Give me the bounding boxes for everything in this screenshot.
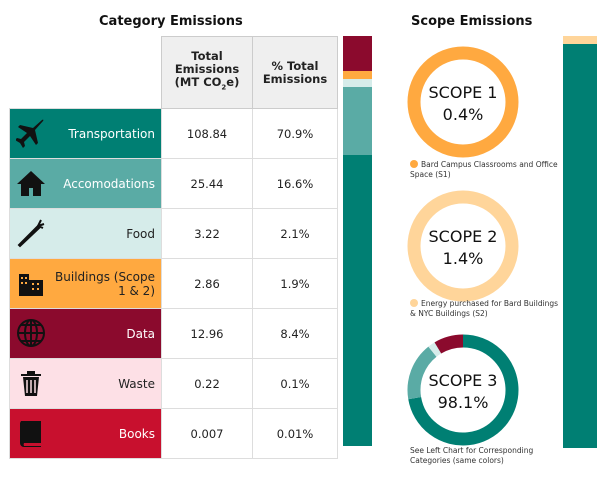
category-table: Total Emissions (MT CO2e) % Total Emissio… (9, 36, 338, 459)
scope-bar-segment (563, 36, 597, 44)
emissions-pct: 70.9% (252, 108, 338, 159)
carrot-icon (17, 219, 45, 248)
house-icon (17, 171, 45, 196)
table-row: Accomodations 25.44 16.6% (9, 158, 338, 209)
emissions-pct: 0.01% (252, 408, 338, 459)
header-pct-emissions: % Total Emissions (252, 36, 338, 109)
header-total-emissions: Total Emissions (MT CO2e) (161, 36, 253, 109)
bar-segment-transportation (343, 155, 372, 446)
category-cell: Food (9, 208, 162, 259)
category-label: Transportation (68, 126, 155, 141)
category-emissions-title: Category Emissions (99, 14, 243, 29)
category-label: Waste (118, 376, 155, 391)
category-label: Data (126, 326, 155, 341)
bar-segment-accomodations (343, 87, 372, 156)
category-cell: Books (9, 408, 162, 459)
scope-1-donut: SCOPE 1 0.4% (407, 46, 519, 158)
table-row: Buildings (Scope 1 & 2) 2.86 1.9% (9, 258, 338, 309)
category-cell: Transportation (9, 108, 162, 159)
table-row: Books 0.007 0.01% (9, 408, 338, 459)
donut-slice-accomodations (407, 346, 437, 400)
table-row: Food 3.22 2.1% (9, 208, 338, 259)
emissions-value: 108.84 (161, 108, 253, 159)
scope-2-donut: SCOPE 2 1.4% (407, 190, 519, 302)
bar-segment-buildings (343, 70, 372, 79)
scope-bar-segment (563, 43, 597, 448)
emissions-value: 25.44 (161, 158, 253, 209)
category-cell: Data (9, 308, 162, 359)
emissions-value: 0.007 (161, 408, 253, 459)
building-icon (19, 274, 43, 296)
scope-3-donut: SCOPE 3 98.1% (407, 334, 519, 446)
table-row: Waste 0.22 0.1% (9, 358, 338, 409)
category-cell: Waste (9, 358, 162, 409)
category-label: Buildings (Scope 1 & 2) (55, 269, 155, 298)
emissions-pct: 1.9% (252, 258, 338, 309)
trash-icon (21, 371, 41, 396)
legend-dot (410, 299, 418, 307)
table-row: Data 12.96 8.4% (9, 308, 338, 359)
donut-slice-food (428, 342, 442, 357)
emissions-value: 2.86 (161, 258, 253, 309)
legend-dot (410, 160, 418, 168)
emissions-value: 12.96 (161, 308, 253, 359)
airplane-icon (16, 119, 44, 148)
bar-segment-data (343, 36, 372, 71)
category-label: Accomodations (63, 176, 155, 191)
category-label: Books (118, 426, 155, 441)
scope-1-note: Bard Campus Classrooms and Office Space … (410, 160, 558, 179)
emissions-value: 0.22 (161, 358, 253, 409)
scope-label: SCOPE 1 0.4% (428, 83, 498, 124)
category-stacked-bar (343, 36, 372, 446)
scope-2-note: Energy purchased for Bard Buildings & NY… (410, 299, 559, 318)
donut-slice-data (434, 334, 464, 354)
globe-icon (17, 319, 45, 347)
bar-segment-food (343, 78, 372, 88)
scope-3-note: See Left Chart for Corresponding Categor… (410, 446, 534, 465)
scope-emissions-title: Scope Emissions (411, 14, 533, 29)
table-row: Transportation 108.84 70.9% (9, 108, 338, 159)
scope-label: SCOPE 3 98.1% (428, 371, 498, 412)
category-cell: Buildings (Scope 1 & 2) (9, 258, 162, 309)
emissions-pct: 0.1% (252, 358, 338, 409)
donut-ring (407, 46, 519, 158)
emissions-pct: 8.4% (252, 308, 338, 359)
scope-stacked-bar (563, 36, 597, 448)
emissions-pct: 2.1% (252, 208, 338, 259)
donut-ring (407, 190, 519, 302)
scope-label: SCOPE 2 1.4% (428, 227, 498, 268)
emissions-value: 3.22 (161, 208, 253, 259)
donut-slice-transportation (408, 334, 519, 446)
category-label: Food (126, 226, 155, 241)
book-icon (20, 421, 41, 447)
category-cell: Accomodations (9, 158, 162, 209)
emissions-pct: 16.6% (252, 158, 338, 209)
